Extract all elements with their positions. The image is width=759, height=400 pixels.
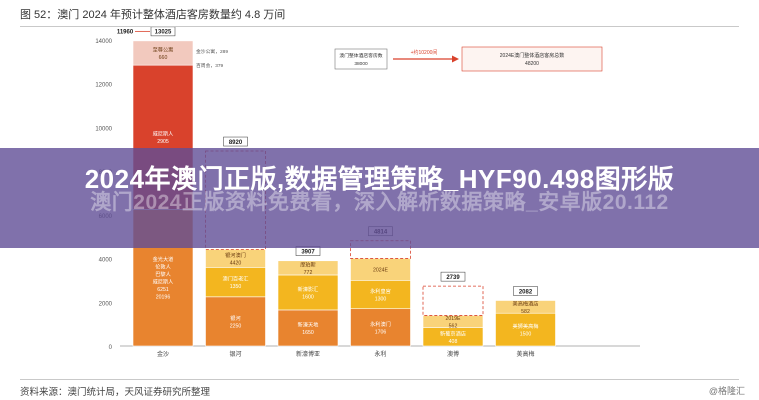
- x-tick-label: 金沙: [157, 350, 169, 358]
- segment-label: 澳门百老汇: [223, 275, 249, 283]
- segment-label: 永利皇宫: [370, 287, 391, 295]
- segment-label: 582: [521, 309, 530, 315]
- x-tick-label: 银河: [229, 350, 241, 358]
- bar-segment: [277, 260, 339, 276]
- segment-label: 1650: [302, 330, 314, 336]
- segment-label: 威尼斯人: [153, 130, 174, 138]
- legend-left-text: 澳门整体酒店客房数: [339, 52, 382, 59]
- legend-right-text: 48200: [525, 61, 539, 67]
- segment-label: 永利澳门: [370, 320, 391, 328]
- segment-label: 银河澳门: [225, 251, 246, 259]
- source-note: 资料来源：澳门统计局，天风证券研究所整理: [20, 387, 211, 398]
- x-tick-label: 永利: [374, 350, 386, 358]
- y-tick-label: 4000: [99, 258, 113, 264]
- top-rule: [20, 26, 739, 27]
- y-tick-label: 2000: [99, 301, 113, 307]
- segment-label: 1600: [302, 294, 314, 300]
- segment-label: 美狮美高梅: [513, 322, 539, 330]
- bottom-rule: [20, 379, 739, 380]
- segment-label: 伦敦人: [155, 263, 171, 271]
- segment-label: 巴黎人: [155, 270, 171, 278]
- segment-label: 1706: [375, 329, 387, 335]
- legend-right-text: 2024E澳门整体酒店客房总数: [500, 52, 564, 59]
- segment-label: 4420: [230, 260, 242, 266]
- y-tick-label: 14000: [95, 39, 112, 45]
- title-banner: [0, 148, 759, 248]
- y-tick-label: 10000: [95, 126, 112, 132]
- total-label: 13025: [155, 30, 172, 36]
- legend-left-box: [334, 48, 388, 70]
- figure-title: 图 52：澳门 2024 年预计整体酒店客房数量约 4.8 万间: [20, 9, 286, 21]
- x-tick-label: 美高梅: [516, 350, 534, 358]
- side-annotation: 金沙公寓，289: [196, 48, 228, 55]
- segment-label: 至尊公寓: [153, 45, 174, 53]
- segment-label: 6251: [157, 287, 169, 293]
- legend-arrow-label: +约10200间: [411, 49, 438, 56]
- segment-label: 2250: [230, 323, 242, 329]
- segment-label: 美高梅酒店: [513, 299, 539, 307]
- watermark: @格隆汇: [708, 386, 745, 396]
- segment-label: 1350: [230, 284, 242, 290]
- legend-left-text: 38000: [354, 61, 368, 67]
- x-tick-label: 新濠博亚: [296, 350, 320, 358]
- x-tick-label: 澳博: [447, 350, 459, 358]
- planned-capacity-outline: [422, 285, 484, 316]
- segment-label: 2905: [157, 139, 169, 145]
- segment-label: 1300: [375, 296, 387, 302]
- bar-segment: [205, 267, 266, 298]
- segment-label: 威尼斯人: [153, 278, 174, 286]
- legend-arrow-head: [452, 55, 459, 63]
- total-label: 2082: [519, 289, 533, 295]
- segment-label: 摩珀斯: [300, 260, 316, 268]
- y-tick-label: 12000: [95, 83, 112, 89]
- bar-segment: [277, 274, 339, 311]
- bar-segment: [422, 315, 484, 328]
- bar-segment: [132, 40, 194, 66]
- segment-label: 新濠天地: [298, 320, 319, 328]
- bar-segment: [205, 296, 266, 347]
- banner-title: 2024年澳门正版,数据管理策略_HYF90.498图形版: [84, 164, 675, 194]
- bar-segment: [205, 249, 266, 268]
- banner-subtitle: 澳门2024正版资料免费看，深入解析数据策略_安卓版20.112: [90, 191, 669, 214]
- total-label-box: [440, 271, 466, 282]
- segment-label: 金光大道: [153, 255, 174, 263]
- segment-label: 408: [449, 339, 458, 345]
- segment-label: 660: [159, 55, 168, 61]
- total-label: 3907: [301, 249, 315, 255]
- segment-label: 772: [304, 270, 313, 276]
- segment-label: 2024E: [373, 268, 389, 274]
- total-label: 2739: [446, 275, 460, 281]
- segment-label: 20196: [156, 295, 171, 301]
- side-annotation: 百周会，379: [196, 62, 224, 69]
- segment-label: 新濠影汇: [298, 285, 319, 293]
- pre-total-label: 11960: [117, 30, 134, 36]
- segment-label: 562: [449, 324, 458, 330]
- total-label: 8920: [229, 140, 243, 146]
- legend-right-box: [461, 46, 603, 72]
- y-tick-label: 0: [109, 345, 113, 351]
- bar-segment: [350, 279, 411, 310]
- bar-segment: [495, 300, 556, 314]
- segment-label: 1500: [520, 332, 532, 338]
- segment-label: 2019E: [445, 316, 461, 322]
- segment-label: 新葡京酒店: [440, 329, 466, 337]
- total-label-box: [223, 136, 248, 147]
- bar-segment: [350, 308, 411, 347]
- segment-label: 银河: [230, 314, 240, 322]
- total-label-box: [513, 286, 538, 296]
